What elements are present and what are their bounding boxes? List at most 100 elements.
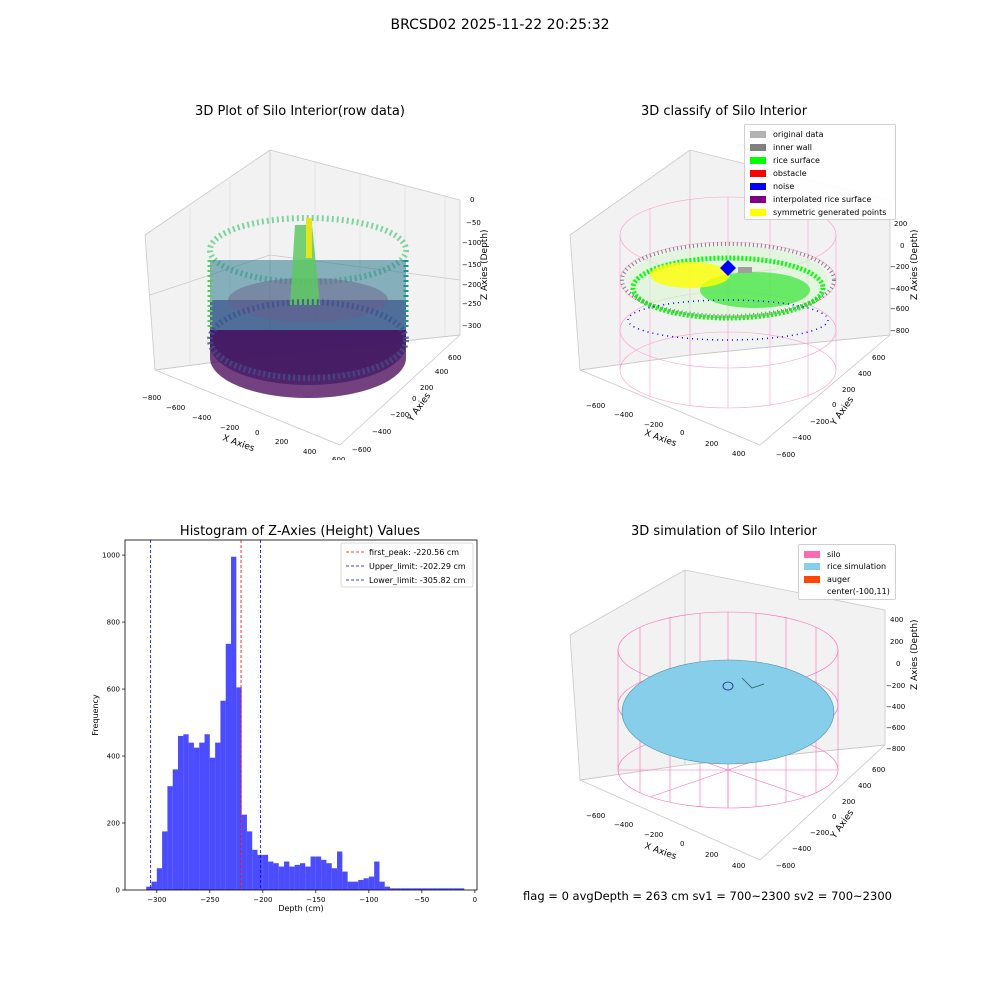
histogram-bar bbox=[299, 863, 306, 890]
histogram-bar bbox=[458, 888, 465, 890]
raw-y-label: Y Axies bbox=[406, 391, 434, 424]
simulation-z-tick: −200 bbox=[886, 682, 905, 690]
legend-label: noise bbox=[773, 182, 795, 191]
simulation-3d-plot: −600 −400 −200 0 200 400 X Axies −600 −4… bbox=[569, 569, 920, 870]
simulation-y-tick: −200 bbox=[810, 829, 829, 837]
histogram-bar bbox=[193, 747, 200, 890]
raw-x-tick: 400 bbox=[303, 448, 316, 456]
legend-swatch bbox=[750, 196, 766, 203]
histogram-bar bbox=[209, 757, 216, 890]
histogram-bar bbox=[305, 866, 311, 890]
histogram-bar bbox=[294, 864, 300, 890]
histogram-bar bbox=[246, 831, 253, 890]
histogram-bar bbox=[225, 643, 232, 890]
classify-z-tick: −200 bbox=[890, 263, 909, 271]
histogram-bar bbox=[421, 888, 428, 890]
simulation-legend: silo rice simulation auger center(-100,11) bbox=[798, 544, 896, 600]
legend-swatch bbox=[804, 550, 820, 558]
legend-label: rice surface bbox=[773, 156, 820, 165]
simulation-x-tick: −200 bbox=[644, 831, 663, 839]
histogram-bar bbox=[453, 888, 459, 890]
raw-x-tick: −600 bbox=[166, 404, 185, 412]
histogram-frame bbox=[124, 539, 478, 891]
raw-z-tick: −100 bbox=[462, 239, 481, 247]
simulation-x-tick: 0 bbox=[680, 840, 684, 848]
histogram-y-tick-label: 200 bbox=[107, 820, 120, 828]
classify-y-tick: −200 bbox=[810, 418, 829, 426]
histogram-bar bbox=[151, 881, 157, 890]
classify-y-tick: 600 bbox=[872, 354, 885, 362]
simulation-y-tick: −600 bbox=[776, 862, 795, 870]
legend-entry: noise bbox=[750, 180, 794, 193]
histogram-bar bbox=[252, 849, 258, 890]
histogram-bar bbox=[337, 851, 343, 890]
simulation-x-label: X Axies bbox=[643, 841, 678, 862]
raw-x-tick: −400 bbox=[192, 414, 211, 422]
legend-swatch bbox=[804, 575, 820, 583]
legend-entry: interpolated rice surface bbox=[750, 193, 871, 206]
classify-z-tick: −400 bbox=[890, 285, 909, 293]
classify-x-tick: 0 bbox=[680, 429, 684, 437]
legend-entry: obstacle bbox=[750, 167, 807, 180]
histogram-bar bbox=[231, 556, 237, 890]
legend-label: symmetric generated points bbox=[773, 208, 887, 217]
classify-point-cloud bbox=[620, 242, 836, 341]
histogram-bar bbox=[262, 854, 269, 890]
raw-z-ticks: 0 −50 −100 −150 −200 −250 −300 bbox=[462, 196, 481, 330]
classify-z-tick: −600 bbox=[890, 305, 909, 313]
simulation-z-tick: 0 bbox=[896, 660, 900, 668]
classify-z-tick: −800 bbox=[890, 327, 909, 335]
histogram-bar bbox=[315, 856, 322, 890]
legend-swatch bbox=[750, 157, 766, 164]
legend-entry: silo bbox=[804, 548, 841, 561]
legend-entry: auger bbox=[804, 573, 850, 586]
raw-z-tick: −150 bbox=[462, 261, 481, 269]
histogram-bar bbox=[172, 769, 179, 890]
legend-swatch bbox=[750, 170, 766, 177]
histogram-x-tick-label: −100 bbox=[359, 896, 378, 904]
legend-label: silo bbox=[827, 549, 841, 559]
histogram-bar bbox=[162, 831, 168, 890]
raw-y-tick: 600 bbox=[448, 354, 461, 362]
legend-swatch bbox=[750, 183, 766, 190]
raw-3d-plot: −800 −600 −400 −200 0 200 400 600 X Axie… bbox=[142, 149, 490, 460]
histogram-bar bbox=[289, 866, 295, 890]
legend-entry: symmetric generated points bbox=[750, 206, 886, 219]
histogram-bar bbox=[390, 888, 396, 890]
raw-z-tick: 0 bbox=[470, 196, 474, 204]
simulation-z-tick: −800 bbox=[886, 745, 905, 753]
raw-x-tick: 600 bbox=[332, 456, 345, 460]
classify-z-tick: 200 bbox=[894, 220, 907, 228]
histogram-bar bbox=[384, 886, 391, 890]
histogram-legend-label: first_peak: -220.56 cm bbox=[369, 548, 459, 557]
figure-title: BRCSD02 2025-11-22 20:25:32 bbox=[390, 17, 610, 33]
histogram-y-tick-label: 600 bbox=[107, 686, 120, 694]
histogram-bar bbox=[443, 888, 449, 890]
histogram-bar bbox=[379, 881, 385, 890]
legend-swatch bbox=[750, 131, 766, 138]
histogram-y-tick-label: 800 bbox=[107, 619, 120, 627]
classify-plot-title: 3D classify of Silo Interior bbox=[640, 104, 808, 119]
histogram-bars bbox=[146, 556, 465, 890]
histogram-reference-lines bbox=[150, 540, 261, 890]
classify-x-ticks: −600 −400 −200 0 200 400 bbox=[586, 402, 745, 458]
simulation-z-tick: −400 bbox=[886, 703, 905, 711]
legend-swatch bbox=[804, 563, 820, 571]
histogram-bar bbox=[241, 814, 247, 890]
simulation-z-tick: 200 bbox=[890, 638, 903, 646]
simulation-x-ticks: −600 −400 −200 0 200 400 bbox=[586, 812, 745, 870]
histogram-bar bbox=[199, 742, 205, 890]
histogram-bar bbox=[268, 861, 274, 890]
classify-y-ticks: −600 −400 −200 0 200 400 600 bbox=[776, 354, 885, 459]
raw-x-label: X Axies bbox=[221, 433, 256, 454]
simulation-z-ticks: 400 200 0 −200 −400 −600 −800 bbox=[886, 616, 905, 753]
classify-x-tick: −600 bbox=[586, 402, 605, 410]
raw-y-tick: 0 bbox=[412, 395, 416, 403]
classify-y-tick: 400 bbox=[858, 370, 871, 378]
legend-entry: original data bbox=[750, 128, 823, 141]
histogram-legend-box bbox=[340, 542, 474, 588]
simulation-plot-title: 3D simulation of Silo Interior bbox=[631, 524, 817, 539]
legend-label: interpolated rice surface bbox=[773, 195, 872, 204]
histogram-bar bbox=[204, 734, 210, 890]
histogram-bar bbox=[432, 888, 438, 890]
